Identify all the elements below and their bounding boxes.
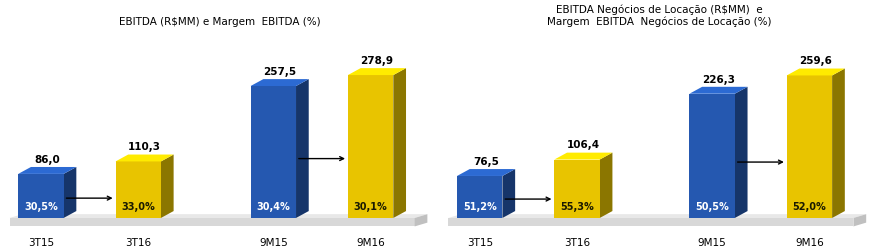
Polygon shape <box>554 153 612 160</box>
Polygon shape <box>853 214 865 227</box>
Text: 259,6: 259,6 <box>798 56 831 66</box>
Polygon shape <box>18 167 76 174</box>
Bar <box>115 162 161 218</box>
Title: EBITDA Negócios de Locação (R$MM)  e
Margem  EBITDA  Negócios de Locação (%): EBITDA Negócios de Locação (R$MM) e Marg… <box>546 4 770 27</box>
Polygon shape <box>63 167 76 218</box>
Bar <box>554 160 599 218</box>
Bar <box>250 86 296 218</box>
Polygon shape <box>10 214 427 218</box>
Text: 52,0%: 52,0% <box>792 202 825 212</box>
Text: 33,0%: 33,0% <box>121 202 155 212</box>
Bar <box>18 174 63 218</box>
Polygon shape <box>348 68 406 75</box>
Text: 30,4%: 30,4% <box>256 202 290 212</box>
Polygon shape <box>599 153 612 218</box>
Text: 86,0: 86,0 <box>34 155 60 165</box>
Polygon shape <box>115 154 174 162</box>
Bar <box>786 75 831 218</box>
Text: 51,2%: 51,2% <box>463 202 496 212</box>
Polygon shape <box>161 154 174 218</box>
Text: 76,5: 76,5 <box>472 157 499 167</box>
Text: 110,3: 110,3 <box>128 142 161 152</box>
Polygon shape <box>688 87 746 94</box>
Text: 50,5%: 50,5% <box>694 202 728 212</box>
Polygon shape <box>831 69 844 218</box>
Text: 257,5: 257,5 <box>263 67 296 77</box>
Bar <box>348 75 392 218</box>
Text: 55,3%: 55,3% <box>559 202 594 212</box>
Bar <box>688 94 734 218</box>
Polygon shape <box>10 218 414 227</box>
Polygon shape <box>457 169 515 176</box>
Text: 106,4: 106,4 <box>566 140 600 150</box>
Polygon shape <box>250 79 308 86</box>
Polygon shape <box>448 218 853 227</box>
Title: EBITDA (R$MM) e Margem  EBITDA (%): EBITDA (R$MM) e Margem EBITDA (%) <box>119 17 320 27</box>
Text: 278,9: 278,9 <box>360 56 393 66</box>
Text: 30,5%: 30,5% <box>24 202 58 212</box>
Polygon shape <box>414 214 427 227</box>
Polygon shape <box>502 169 515 218</box>
Polygon shape <box>296 79 308 218</box>
Bar <box>457 176 502 218</box>
Text: 30,1%: 30,1% <box>353 202 387 212</box>
Polygon shape <box>392 68 406 218</box>
Polygon shape <box>786 69 844 75</box>
Text: 226,3: 226,3 <box>702 75 734 84</box>
Polygon shape <box>734 87 746 218</box>
Polygon shape <box>448 214 865 218</box>
